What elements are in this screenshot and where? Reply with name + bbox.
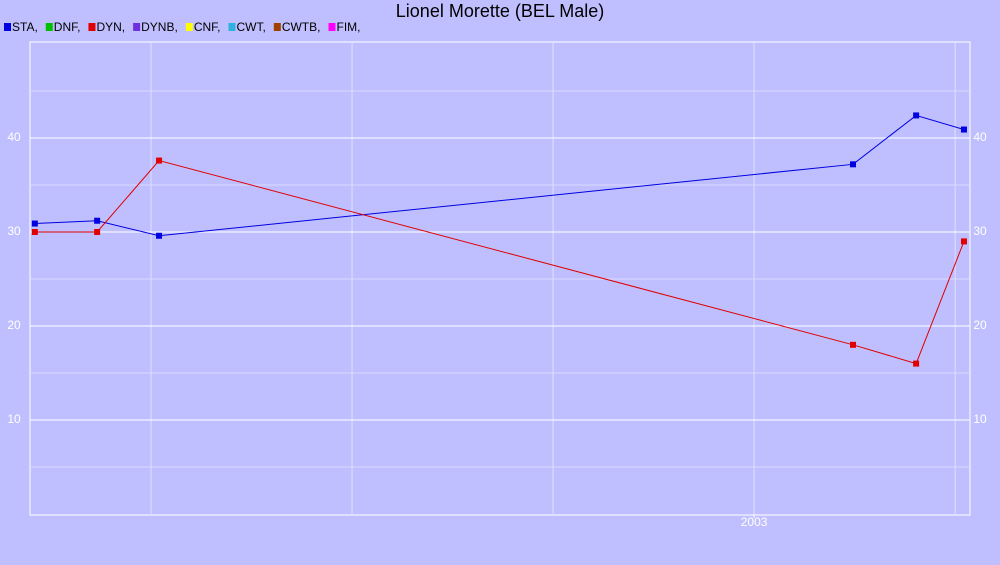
- y-tick-label: 30: [7, 224, 21, 238]
- data-point: [960, 126, 967, 133]
- data-point: [31, 229, 38, 235]
- legend-swatch: [45, 23, 53, 31]
- legend-label: DNF,: [54, 20, 81, 34]
- legend-label: CWTB,: [282, 20, 321, 34]
- legend-label: CNF,: [194, 20, 221, 34]
- data-point: [31, 220, 38, 227]
- legend-swatch: [328, 23, 336, 31]
- legend-swatch: [133, 23, 141, 31]
- legend-swatch: [273, 23, 281, 31]
- data-point: [960, 238, 967, 245]
- data-point: [156, 157, 163, 164]
- y-tick-label: 10: [7, 412, 21, 426]
- series-line: [34, 114, 965, 237]
- y2-tick-label: 40: [973, 130, 987, 144]
- data-point: [156, 232, 163, 239]
- chart-title: Lionel Morette (BEL Male): [396, 1, 604, 21]
- data-point: [850, 161, 857, 168]
- legend-label: FIM,: [336, 20, 360, 34]
- data-point: [850, 341, 857, 348]
- data-point: [94, 217, 101, 224]
- legend-label: STA,: [12, 20, 38, 34]
- legend-swatch: [228, 23, 236, 31]
- legend-swatch: [4, 23, 11, 31]
- y2-tick-label: 30: [973, 224, 987, 238]
- legend-label: DYNB,: [141, 20, 178, 34]
- y2-tick-label: 10: [973, 412, 987, 426]
- data-point: [913, 112, 920, 119]
- data-point: [94, 229, 101, 235]
- y-tick-label: 40: [7, 130, 21, 144]
- y2-tick-label: 20: [973, 318, 987, 332]
- series-line: [34, 159, 965, 365]
- x-tick-label: 2003: [741, 515, 768, 529]
- data-point: [913, 360, 920, 367]
- legend-label: DYN,: [96, 20, 125, 34]
- legend-label: CWT,: [236, 20, 265, 34]
- legend-swatch: [88, 23, 96, 31]
- legend-swatch: [185, 23, 193, 31]
- y-tick-label: 20: [7, 318, 21, 332]
